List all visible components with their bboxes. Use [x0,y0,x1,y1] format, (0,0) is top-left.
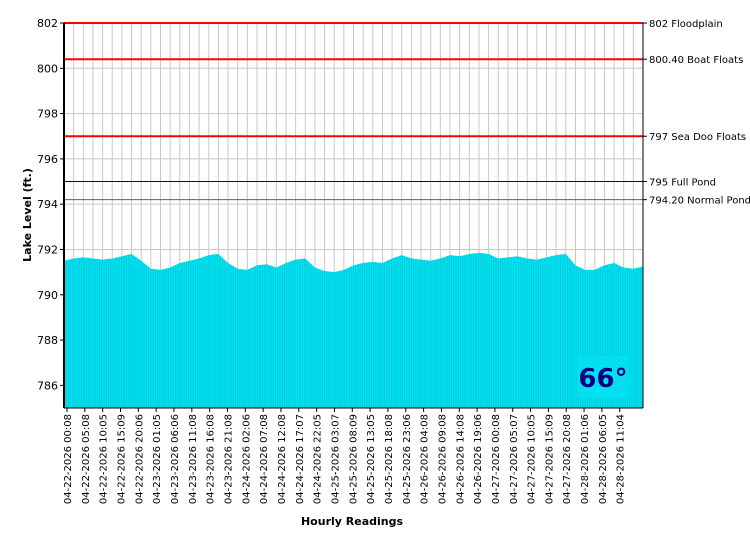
x-tick-label: 04-26-2026 19:06 [473,414,484,504]
x-tick-label: 04-23-2026 16:08 [206,414,217,504]
x-tick-labels: 04-22-2026 00:08 04-22-2026 05:08 04-22-20… [63,414,627,504]
temperature-badge-bg [578,356,628,398]
x-tick-label: 04-22-2026 05:08 [81,414,92,504]
x-axis-title: Hourly Readings [301,515,403,528]
x-tick-label: 04-28-2026 06:05 [598,414,609,504]
x-tick-label: 04-27-2026 20:08 [562,414,573,504]
x-tick-label: 04-23-2026 21:08 [223,414,234,504]
data-area [63,252,644,408]
x-tick-label: 04-23-2026 01:05 [152,414,163,504]
y-tick-label: 786 [37,379,58,392]
x-tick-label: 04-26-2026 14:08 [455,414,466,504]
x-tick-label: 04-24-2026 07:08 [259,414,270,504]
x-tick-label: 04-27-2026 05:07 [509,414,520,504]
x-tick-label: 04-25-2026 03:07 [330,414,341,504]
x-tick-label: 04-23-2026 11:08 [188,414,199,504]
reference-labels: 802 Floodplain 800.40 Boat Floats 797 Sea … [649,19,750,207]
x-tick-label: 04-22-2026 20:06 [134,414,145,504]
reference-label: 795 Full Pond [649,178,716,189]
y-tick-label: 798 [37,108,58,121]
x-tick-label: 04-25-2026 18:08 [384,414,395,504]
x-tick-label: 04-24-2026 17:07 [295,414,306,504]
y-tick-label: 794 [37,198,58,211]
x-tick-label: 04-22-2026 15:09 [116,414,127,504]
x-tick-label: 04-25-2026 23:06 [402,414,413,504]
y-tick-labels: 786 788 790 792 794 796 798 800 802 [37,17,58,392]
x-tick-label: 04-28-2026 01:06 [580,414,591,504]
x-tick-label: 04-24-2026 22:05 [313,414,324,504]
x-tick-label: 04-25-2026 08:09 [348,414,359,504]
x-tick-label: 04-24-2026 12:08 [277,414,288,504]
x-tick-label: 04-25-2026 13:05 [366,414,377,504]
x-tick-label: 04-22-2026 10:05 [99,414,110,504]
temperature-badge: 66° [578,356,628,398]
reference-label: 794.20 Normal Pond [649,196,750,207]
y-tick-label: 800 [37,62,58,75]
x-tick-label: 04-27-2026 15:09 [544,414,555,504]
x-tick-label: 04-24-2026 02:06 [241,414,252,504]
y-tick-label: 790 [37,289,58,302]
y-tick-label: 792 [37,243,58,256]
axes [60,22,644,412]
x-tick-label: 04-27-2026 00:08 [491,414,502,504]
x-tick-label: 04-22-2026 00:08 [63,414,74,504]
y-tick-label: 788 [37,334,58,347]
reference-label: 800.40 Boat Floats [649,55,743,66]
reference-lines [64,22,647,201]
x-tick-label: 04-26-2026 04:08 [420,414,431,504]
y-axis-title: Lake Level (ft.) [21,168,34,262]
y-tick-label: 802 [37,17,58,30]
reference-label: 802 Floodplain [649,19,723,30]
x-tick-label: 04-23-2026 06:06 [170,414,181,504]
x-tick-label: 04-26-2026 09:08 [437,414,448,504]
x-tick-label: 04-27-2026 10:05 [527,414,538,504]
reference-label: 797 Sea Doo Floats [649,132,746,143]
y-tick-label: 796 [37,153,58,166]
x-tick-label: 04-28-2026 11:04 [616,414,627,504]
temperature-readout: 66° [578,364,627,394]
